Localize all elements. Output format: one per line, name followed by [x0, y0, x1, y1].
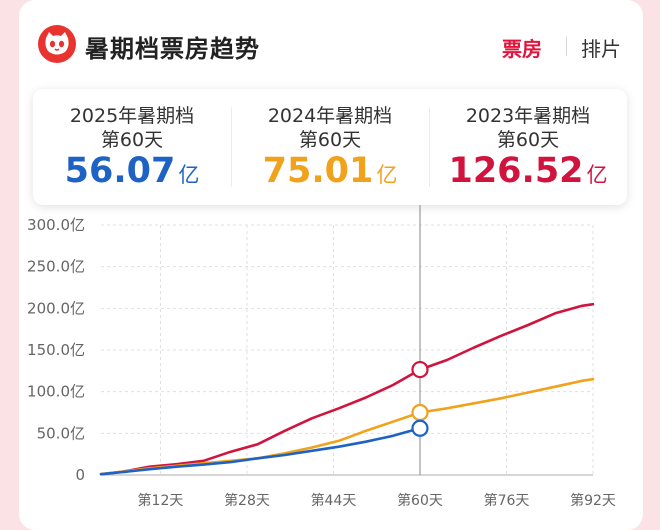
series-line-2: [99, 426, 422, 476]
stat-2025-value-wrap: 56.07 亿: [33, 151, 231, 191]
x-tick-label: 第12天: [138, 492, 184, 509]
y-tick-label: 200.0亿: [27, 299, 85, 317]
stat-2025-value: 56.07: [64, 151, 176, 191]
stat-2023-season: 2023年暑期档: [465, 105, 591, 127]
stat-2024-unit: 亿: [376, 163, 398, 187]
y-tick-label: 0: [75, 466, 85, 484]
stat-2025-season: 2025年暑期档: [69, 105, 195, 127]
box-office-trend-chart: 300.0亿 250.0亿 200.0亿 150.0亿 100.0亿 50.0亿 0 第12…: [27, 205, 616, 509]
stat-2024-season: 2024年暑期档: [267, 105, 393, 127]
stat-2025-day: 第60天: [100, 129, 164, 151]
card-header: 暑期档票房趋势 票房 排片: [19, 0, 643, 88]
marker-layer: [411, 360, 429, 437]
page-title: 暑期档票房趋势: [85, 35, 260, 63]
stat-2023-unit: 亿: [586, 163, 608, 187]
x-tick-label: 第44天: [311, 492, 357, 509]
grid-layer: [101, 224, 594, 476]
stat-2024-value-wrap: 75.01 亿: [231, 151, 429, 191]
tab-divider: [566, 37, 567, 56]
series-layer: [99, 302, 595, 476]
stat-2023-day: 第60天: [496, 129, 560, 151]
y-tick-layer: 300.0亿 250.0亿 200.0亿 150.0亿 100.0亿 50.0亿 0: [27, 216, 85, 484]
stat-2024: 2024年暑期档 第60天 75.01 亿: [231, 89, 429, 205]
stat-2024-value: 75.01: [262, 151, 374, 191]
y-tick-label: 300.0亿: [27, 216, 85, 234]
y-tick-label: 150.0亿: [27, 341, 85, 359]
stat-2023: 2023年暑期档 第60天 126.52 亿: [429, 89, 627, 205]
tab-box-office[interactable]: 票房: [502, 37, 542, 61]
x-tick-label: 第92天: [570, 492, 616, 509]
stat-2023-value: 126.52: [448, 151, 584, 191]
series-line-1: [99, 377, 595, 476]
stat-2024-day: 第60天: [298, 129, 362, 151]
series-marker-point-1[interactable]: [411, 403, 429, 422]
series-marker-point-0[interactable]: [411, 360, 429, 379]
stat-separator: [231, 107, 232, 187]
x-tick-layer: 第12天 第28天 第44天 第60天 第76天 第92天: [138, 492, 616, 509]
series-marker-point-2[interactable]: [411, 419, 429, 437]
y-tick-label: 50.0亿: [37, 424, 85, 442]
stat-2025-unit: 亿: [178, 163, 200, 187]
stats-panel: 2025年暑期档 第60天 56.07 亿 2024年暑期档 第60天 75.01…: [33, 89, 627, 205]
stat-2025: 2025年暑期档 第60天 56.07 亿: [33, 89, 231, 205]
y-tick-label: 250.0亿: [27, 258, 85, 276]
tab-schedule[interactable]: 排片: [581, 37, 621, 61]
series-line-0: [99, 302, 595, 476]
cat-face-logo-icon: [38, 25, 76, 63]
stat-2023-value-wrap: 126.52 亿: [429, 151, 627, 191]
stat-separator: [429, 107, 430, 187]
x-tick-label: 第76天: [484, 492, 530, 509]
x-tick-label: 第28天: [224, 492, 270, 509]
y-tick-label: 100.0亿: [27, 383, 85, 401]
x-tick-label: 第60天: [397, 492, 443, 509]
